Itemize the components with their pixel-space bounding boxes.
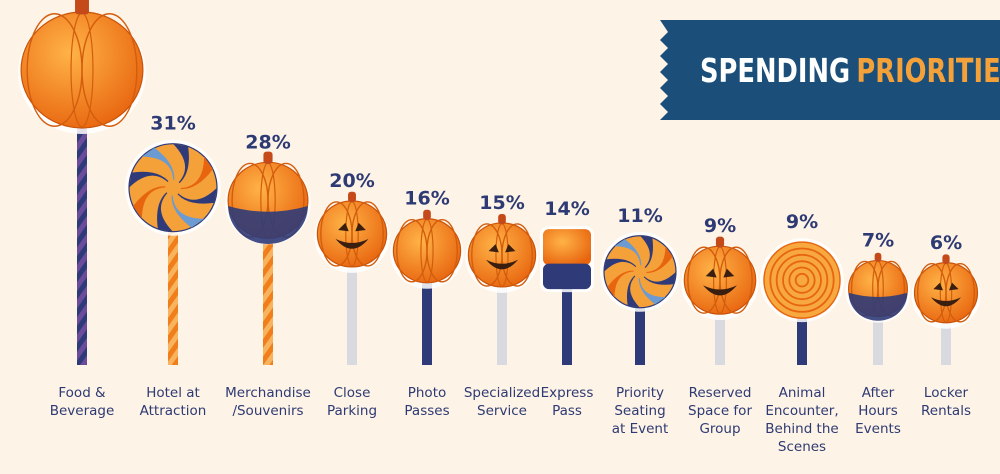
- value-label: 9%: [786, 211, 818, 233]
- stick-5: [422, 250, 432, 365]
- category-label: After Hours Events: [855, 385, 901, 437]
- title-banner: [660, 20, 1000, 120]
- spiral-lollipop-icon: [760, 238, 844, 323]
- candy-bar-10: [760, 238, 844, 365]
- jack-o-lantern-icon: [314, 191, 390, 273]
- category-label: Merchandise/Souvenirs: [225, 385, 311, 419]
- value-label: 15%: [479, 192, 524, 214]
- candy-bar-9: [681, 236, 759, 365]
- stick-10: [797, 280, 807, 365]
- candy-bar-5: [390, 209, 464, 365]
- value-label: 59%: [59, 0, 104, 3]
- candy-bar-4: [314, 191, 390, 365]
- title-word-2: PRIORITIES: [856, 51, 1000, 90]
- value-label: 20%: [329, 170, 374, 192]
- swirl-lollipop-icon: [125, 139, 221, 236]
- pumpkin-icon: [390, 209, 464, 289]
- stick-2: [168, 187, 178, 365]
- jack-o-lantern-icon: [681, 236, 759, 321]
- value-label: 31%: [150, 113, 195, 135]
- pumpkin-icon: [18, 0, 146, 134]
- stick-9: [715, 280, 725, 365]
- value-label: 11%: [617, 205, 662, 227]
- candy-bar-7: [540, 226, 594, 365]
- candy-bar-11: [845, 252, 911, 365]
- stick-1: [77, 70, 87, 365]
- category-label: Reserved Space for Group: [688, 385, 752, 437]
- stick-4: [347, 233, 357, 365]
- jack-o-lantern-icon: [911, 254, 981, 329]
- value-label: 16%: [404, 188, 449, 210]
- chart-title: SPENDINGPRIORITIES: [700, 46, 1000, 96]
- candy-bar-1: [18, 0, 146, 365]
- stick-12: [941, 292, 951, 365]
- stick-6: [497, 254, 507, 365]
- category-label: Food & Beverage: [50, 385, 115, 419]
- value-label: 9%: [704, 215, 736, 237]
- candy-bar-6: [465, 213, 539, 365]
- candy-bar-8: [600, 231, 680, 365]
- stick-7: [562, 259, 572, 365]
- swirl-lollipop-icon: [600, 231, 680, 312]
- stick-3: [263, 200, 273, 365]
- title-word-1: SPENDING: [700, 51, 851, 90]
- value-label: 14%: [544, 198, 589, 220]
- category-label: Close Parking: [327, 385, 377, 419]
- pumpkin-icon: [225, 151, 311, 245]
- value-label: 28%: [245, 131, 290, 153]
- category-label: Priority Seating at Event: [612, 385, 669, 437]
- pumpkin-icon: [845, 252, 911, 323]
- candy-bar-3: [225, 151, 311, 365]
- candy-bar-2: [125, 139, 221, 365]
- stick-11: [873, 288, 883, 365]
- category-label: Hotel at Attraction: [140, 385, 207, 419]
- marshmallow-icon: [540, 226, 594, 293]
- stick-8: [635, 271, 645, 365]
- category-label: Locker Rentals: [921, 385, 971, 419]
- category-label: Specialized Service: [464, 385, 540, 419]
- candy-bar-12: [911, 254, 981, 365]
- value-label: 6%: [930, 232, 962, 254]
- category-label: Photo Passes: [404, 385, 449, 419]
- category-label: Express Pass: [541, 385, 594, 419]
- jack-o-lantern-icon: [465, 213, 539, 293]
- value-label: 7%: [862, 230, 894, 252]
- category-label: Animal Encounter, Behind the Scenes: [765, 385, 838, 455]
